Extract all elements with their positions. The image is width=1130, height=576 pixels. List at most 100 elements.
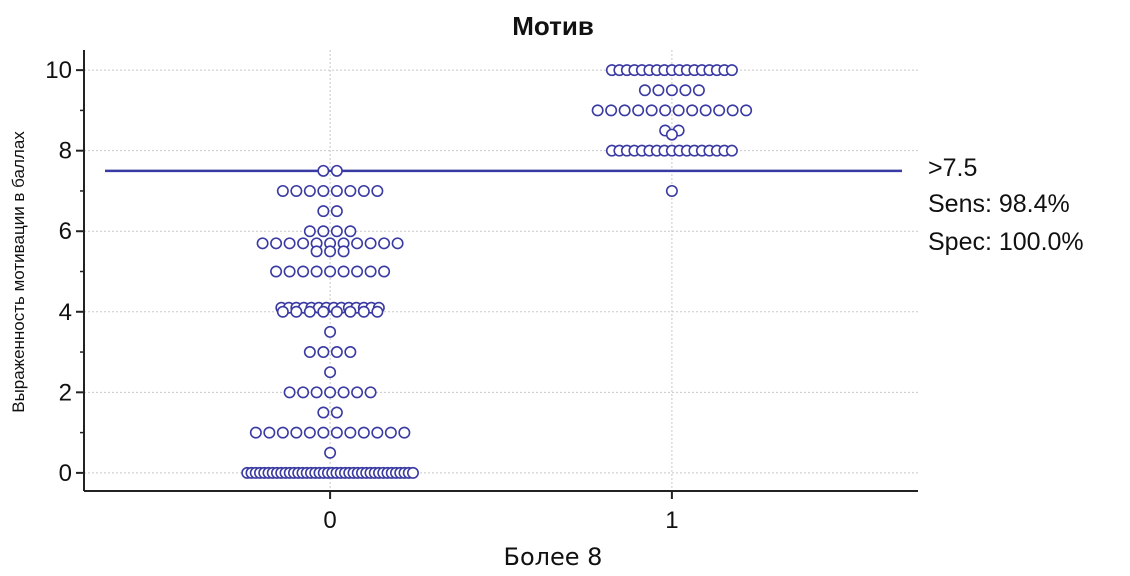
data-point [330, 305, 343, 318]
data-point [406, 466, 419, 479]
data-point [344, 225, 357, 238]
data-point [357, 184, 370, 197]
data-point [317, 184, 330, 197]
data-point [357, 305, 370, 318]
data-point [371, 426, 384, 439]
y-tick-label: 2 [59, 379, 72, 406]
y-tick-label: 6 [59, 218, 72, 245]
data-point [317, 426, 330, 439]
data-point [351, 265, 364, 278]
data-point [330, 225, 343, 238]
data-point [378, 237, 391, 250]
data-point [665, 128, 678, 141]
data-point [317, 164, 330, 177]
data-point [638, 84, 651, 97]
data-point [270, 265, 283, 278]
x-tick-label: 1 [665, 507, 678, 534]
data-point [317, 346, 330, 359]
data-point [303, 184, 316, 197]
data-point [303, 426, 316, 439]
data-point [324, 366, 337, 379]
data-point [297, 386, 310, 399]
data-point [344, 305, 357, 318]
data-point [398, 426, 411, 439]
x-tick-label: 0 [323, 507, 336, 534]
data-point [324, 265, 337, 278]
data-point [276, 305, 289, 318]
data-point [659, 104, 672, 117]
data-point [726, 104, 739, 117]
data-point [256, 237, 269, 250]
data-point [692, 84, 705, 97]
data-point [337, 265, 350, 278]
y-tick-label: 0 [59, 460, 72, 487]
y-tick-labels: 0 2 4 6 8 10 [45, 57, 72, 487]
data-point [290, 305, 303, 318]
data-point [344, 184, 357, 197]
data-point [645, 104, 658, 117]
data-point [297, 237, 310, 250]
data-point [351, 386, 364, 399]
specificity-text: Spec: 100.0% [928, 228, 1084, 256]
data-point [317, 305, 330, 318]
data-point [297, 265, 310, 278]
cutoff-criterion: >7.5 [928, 154, 977, 182]
data-point [317, 406, 330, 419]
data-point [283, 237, 296, 250]
data-point [632, 104, 645, 117]
data-point [679, 84, 692, 97]
data-point [357, 426, 370, 439]
data-point [317, 205, 330, 218]
data-point [672, 104, 685, 117]
data-point [364, 237, 377, 250]
data-point [378, 265, 391, 278]
data-point [618, 104, 631, 117]
data-point [270, 237, 283, 250]
data-point [330, 184, 343, 197]
data-point [364, 265, 377, 278]
data-points [241, 64, 753, 479]
y-tick-label: 4 [59, 299, 72, 326]
y-tick-label: 10 [45, 57, 72, 84]
data-point [263, 426, 276, 439]
data-point [591, 104, 604, 117]
data-point [330, 205, 343, 218]
data-point [310, 245, 323, 258]
data-point [337, 386, 350, 399]
data-point [652, 84, 665, 97]
data-point [317, 225, 330, 238]
data-point [371, 305, 384, 318]
data-point [330, 406, 343, 419]
data-point [283, 265, 296, 278]
data-point [665, 184, 678, 197]
data-point [276, 426, 289, 439]
data-point [364, 386, 377, 399]
data-point [330, 426, 343, 439]
axes [76, 50, 918, 499]
data-point [324, 325, 337, 338]
data-point [740, 104, 753, 117]
data-point [303, 305, 316, 318]
data-point [303, 225, 316, 238]
y-axis-label: Выраженность мотивации в баллах [9, 131, 28, 413]
sensitivity-text: Sens: 98.4% [928, 190, 1070, 218]
data-point [276, 184, 289, 197]
data-point [303, 346, 316, 359]
data-point [351, 237, 364, 250]
y-tick-label: 8 [59, 138, 72, 165]
data-point [324, 245, 337, 258]
data-point [713, 104, 726, 117]
data-point [290, 426, 303, 439]
data-point [324, 386, 337, 399]
data-point [605, 104, 618, 117]
data-point [371, 184, 384, 197]
data-point [725, 64, 738, 77]
data-point [344, 426, 357, 439]
data-point [283, 386, 296, 399]
data-point [391, 237, 404, 250]
data-point [324, 446, 337, 459]
data-point [337, 245, 350, 258]
data-point [290, 184, 303, 197]
